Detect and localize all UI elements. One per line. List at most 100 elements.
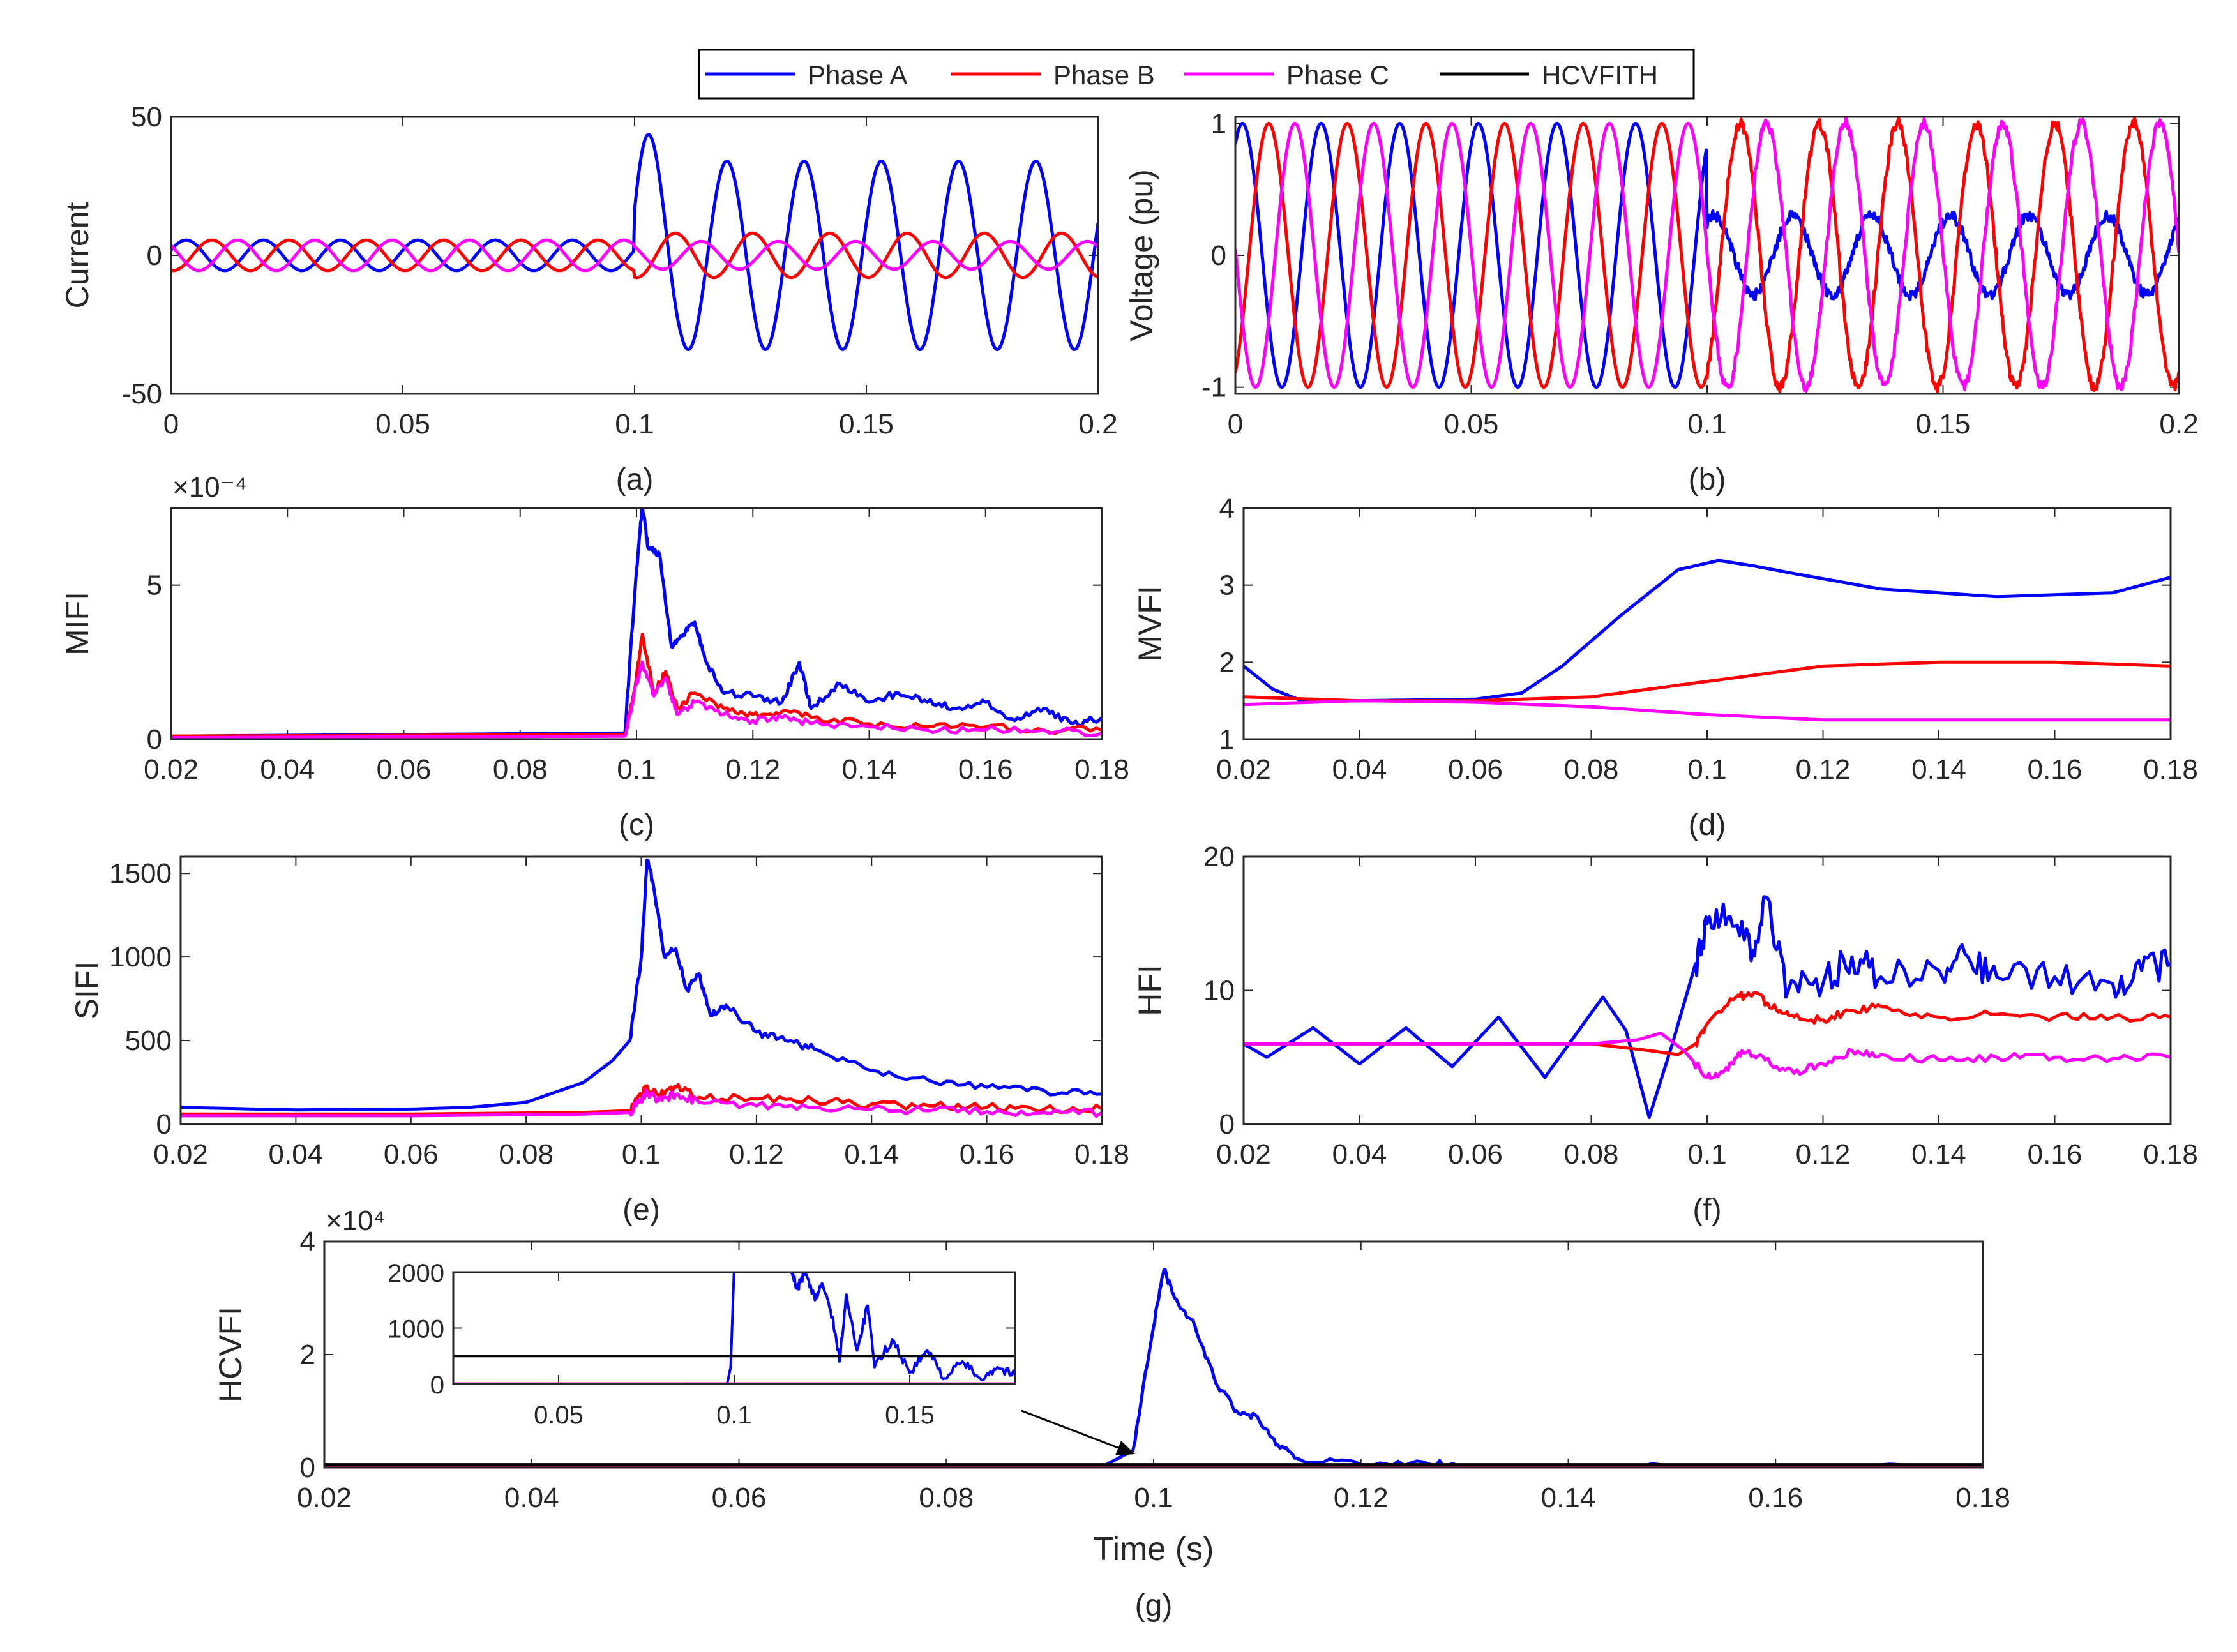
- x-tick-label: 0.06: [1448, 754, 1503, 785]
- axis-exponent-label: ×10⁴: [326, 1205, 386, 1236]
- plot-area: [1244, 508, 2171, 739]
- series-line-phase-c: [171, 660, 1102, 739]
- y-axis-label: SIFI: [69, 961, 105, 1020]
- x-tick-label: 0.06: [377, 754, 432, 785]
- series-group: [171, 508, 1102, 739]
- x-tick-label: 0.16: [958, 754, 1013, 785]
- plot-area: [181, 857, 1102, 1124]
- x-tick-label: 0.05: [534, 1401, 584, 1429]
- x-tick-label: 0: [163, 409, 179, 440]
- axes-box: [1242, 855, 2172, 1125]
- panel-c: 0.02 0.04 0.06 0.08 0.1 0.12 0.14 0.16 0.18 0 5 MIF…: [59, 472, 1129, 842]
- y-axis-label: Current: [59, 202, 95, 309]
- y-axis-label: HFI: [1132, 965, 1168, 1016]
- y-tick-label: -1: [1201, 372, 1226, 403]
- axes-box: [170, 507, 1103, 740]
- y-tick-label: -50: [121, 379, 162, 410]
- series-line-phase-c: [1244, 1032, 2171, 1080]
- x-tick-label: 0.08: [493, 754, 548, 785]
- x-tick-label: 0.2: [1078, 409, 1117, 440]
- x-tick-label: 0.02: [1216, 1139, 1271, 1170]
- panel-caption: (f): [1692, 1193, 1721, 1227]
- x-tick-label: 0.16: [2028, 754, 2083, 785]
- series-line-phase-c: [1244, 699, 2171, 722]
- y-tick-label: 5: [147, 570, 162, 601]
- legend-label: HCVFITH: [1542, 60, 1658, 90]
- legend: Phase A Phase B Phase C HCVFITH: [698, 49, 1695, 100]
- x-tick-label: 0.04: [1332, 754, 1387, 785]
- y-tick-label: 4: [300, 1226, 315, 1258]
- x-tick-label: 0.05: [1444, 409, 1499, 440]
- x-tick-label: 0.04: [504, 1482, 559, 1513]
- series-line-phase-a: [171, 508, 1102, 738]
- plot-area: [171, 508, 1102, 739]
- x-tick-label: 0.05: [375, 409, 430, 440]
- series-group: [171, 133, 1098, 352]
- series-group: [181, 858, 1102, 1118]
- series-line-phase-a: [181, 858, 1102, 1112]
- inset-arrowhead: [1115, 1441, 1135, 1455]
- axis-exponent-label: ×10⁻⁴: [172, 472, 247, 503]
- x-tick-label: 0.14: [1541, 1482, 1596, 1513]
- x-tick-label: 0.15: [885, 1401, 935, 1429]
- series-line-phase-a: [1235, 121, 2179, 389]
- y-tick-label: 1500: [109, 858, 172, 889]
- series-line-phase-c: [1235, 117, 2179, 393]
- x-tick-label: 0.12: [1796, 1139, 1851, 1170]
- y-axis-label: MIFI: [59, 592, 95, 656]
- x-tick-label: 0.1: [615, 409, 654, 440]
- series-line-phase-b: [171, 231, 1098, 280]
- inset-pointer: [1021, 1409, 1135, 1455]
- y-tick-label: 0: [430, 1371, 444, 1399]
- axes-box: [1242, 507, 2172, 740]
- x-tick-label: 0.18: [1074, 1139, 1129, 1170]
- x-tick-label: 0.18: [1955, 1482, 2010, 1513]
- y-axis-label: Voltage (pu): [1124, 169, 1159, 342]
- series-line-phase-b: [171, 633, 1102, 738]
- x-tick-label: 0.14: [842, 754, 897, 785]
- legend-entry-hcvfith: HCVFITH: [1440, 60, 1658, 90]
- x-tick-label: 0.1: [1687, 754, 1726, 785]
- x-tick-label: 0.02: [153, 1139, 208, 1170]
- x-tick-label: 0.15: [1916, 409, 1971, 440]
- legend-entry-phase-c: Phase C: [1184, 60, 1389, 90]
- panel-caption: (a): [616, 463, 654, 497]
- x-tick-label: 0.02: [144, 754, 199, 785]
- y-tick-label: 1: [1211, 108, 1226, 139]
- x-tick-label: 0.06: [1448, 1139, 1503, 1170]
- x-tick-label: 0.18: [1074, 754, 1129, 785]
- series-group: [1235, 117, 2179, 394]
- x-tick-label: 0.04: [269, 1139, 324, 1170]
- inset-axes-box: [452, 1271, 1016, 1385]
- y-tick-label: 20: [1203, 841, 1235, 873]
- axes-box: [179, 855, 1103, 1125]
- x-tick-label: 0: [1228, 409, 1243, 440]
- series-line-phase-c: [181, 1088, 1102, 1118]
- x-tick-label: 0.15: [839, 409, 894, 440]
- x-tick-label: 0.02: [297, 1482, 352, 1513]
- x-axis-label: Time (s): [1094, 1531, 1214, 1568]
- y-tick-label: 4: [1219, 493, 1235, 524]
- panel-caption: (g): [1135, 1589, 1173, 1623]
- x-tick-label: 0.2: [2159, 409, 2198, 440]
- y-tick-label: 500: [125, 1025, 172, 1056]
- legend-label: Phase B: [1053, 60, 1155, 90]
- x-tick-label: 0.04: [260, 754, 315, 785]
- x-tick-label: 0.08: [1564, 754, 1619, 785]
- series-group: [1244, 895, 2171, 1119]
- x-tick-label: 0.16: [960, 1139, 1014, 1170]
- y-tick-label: 1000: [388, 1316, 444, 1344]
- y-tick-label: 2000: [388, 1259, 444, 1288]
- series-group: [1244, 559, 2171, 722]
- x-tick-label: 0.14: [1911, 1139, 1966, 1170]
- series-line-phase-c: [171, 238, 1098, 273]
- y-tick-label: 50: [131, 101, 162, 133]
- axes-box: [1234, 116, 2180, 395]
- x-tick-label: 0.18: [2143, 754, 2198, 785]
- series-line-phase-a: [171, 133, 1098, 352]
- y-tick-label: 0: [1219, 1109, 1235, 1140]
- inset-series-line-phase-a: [453, 1272, 1015, 1384]
